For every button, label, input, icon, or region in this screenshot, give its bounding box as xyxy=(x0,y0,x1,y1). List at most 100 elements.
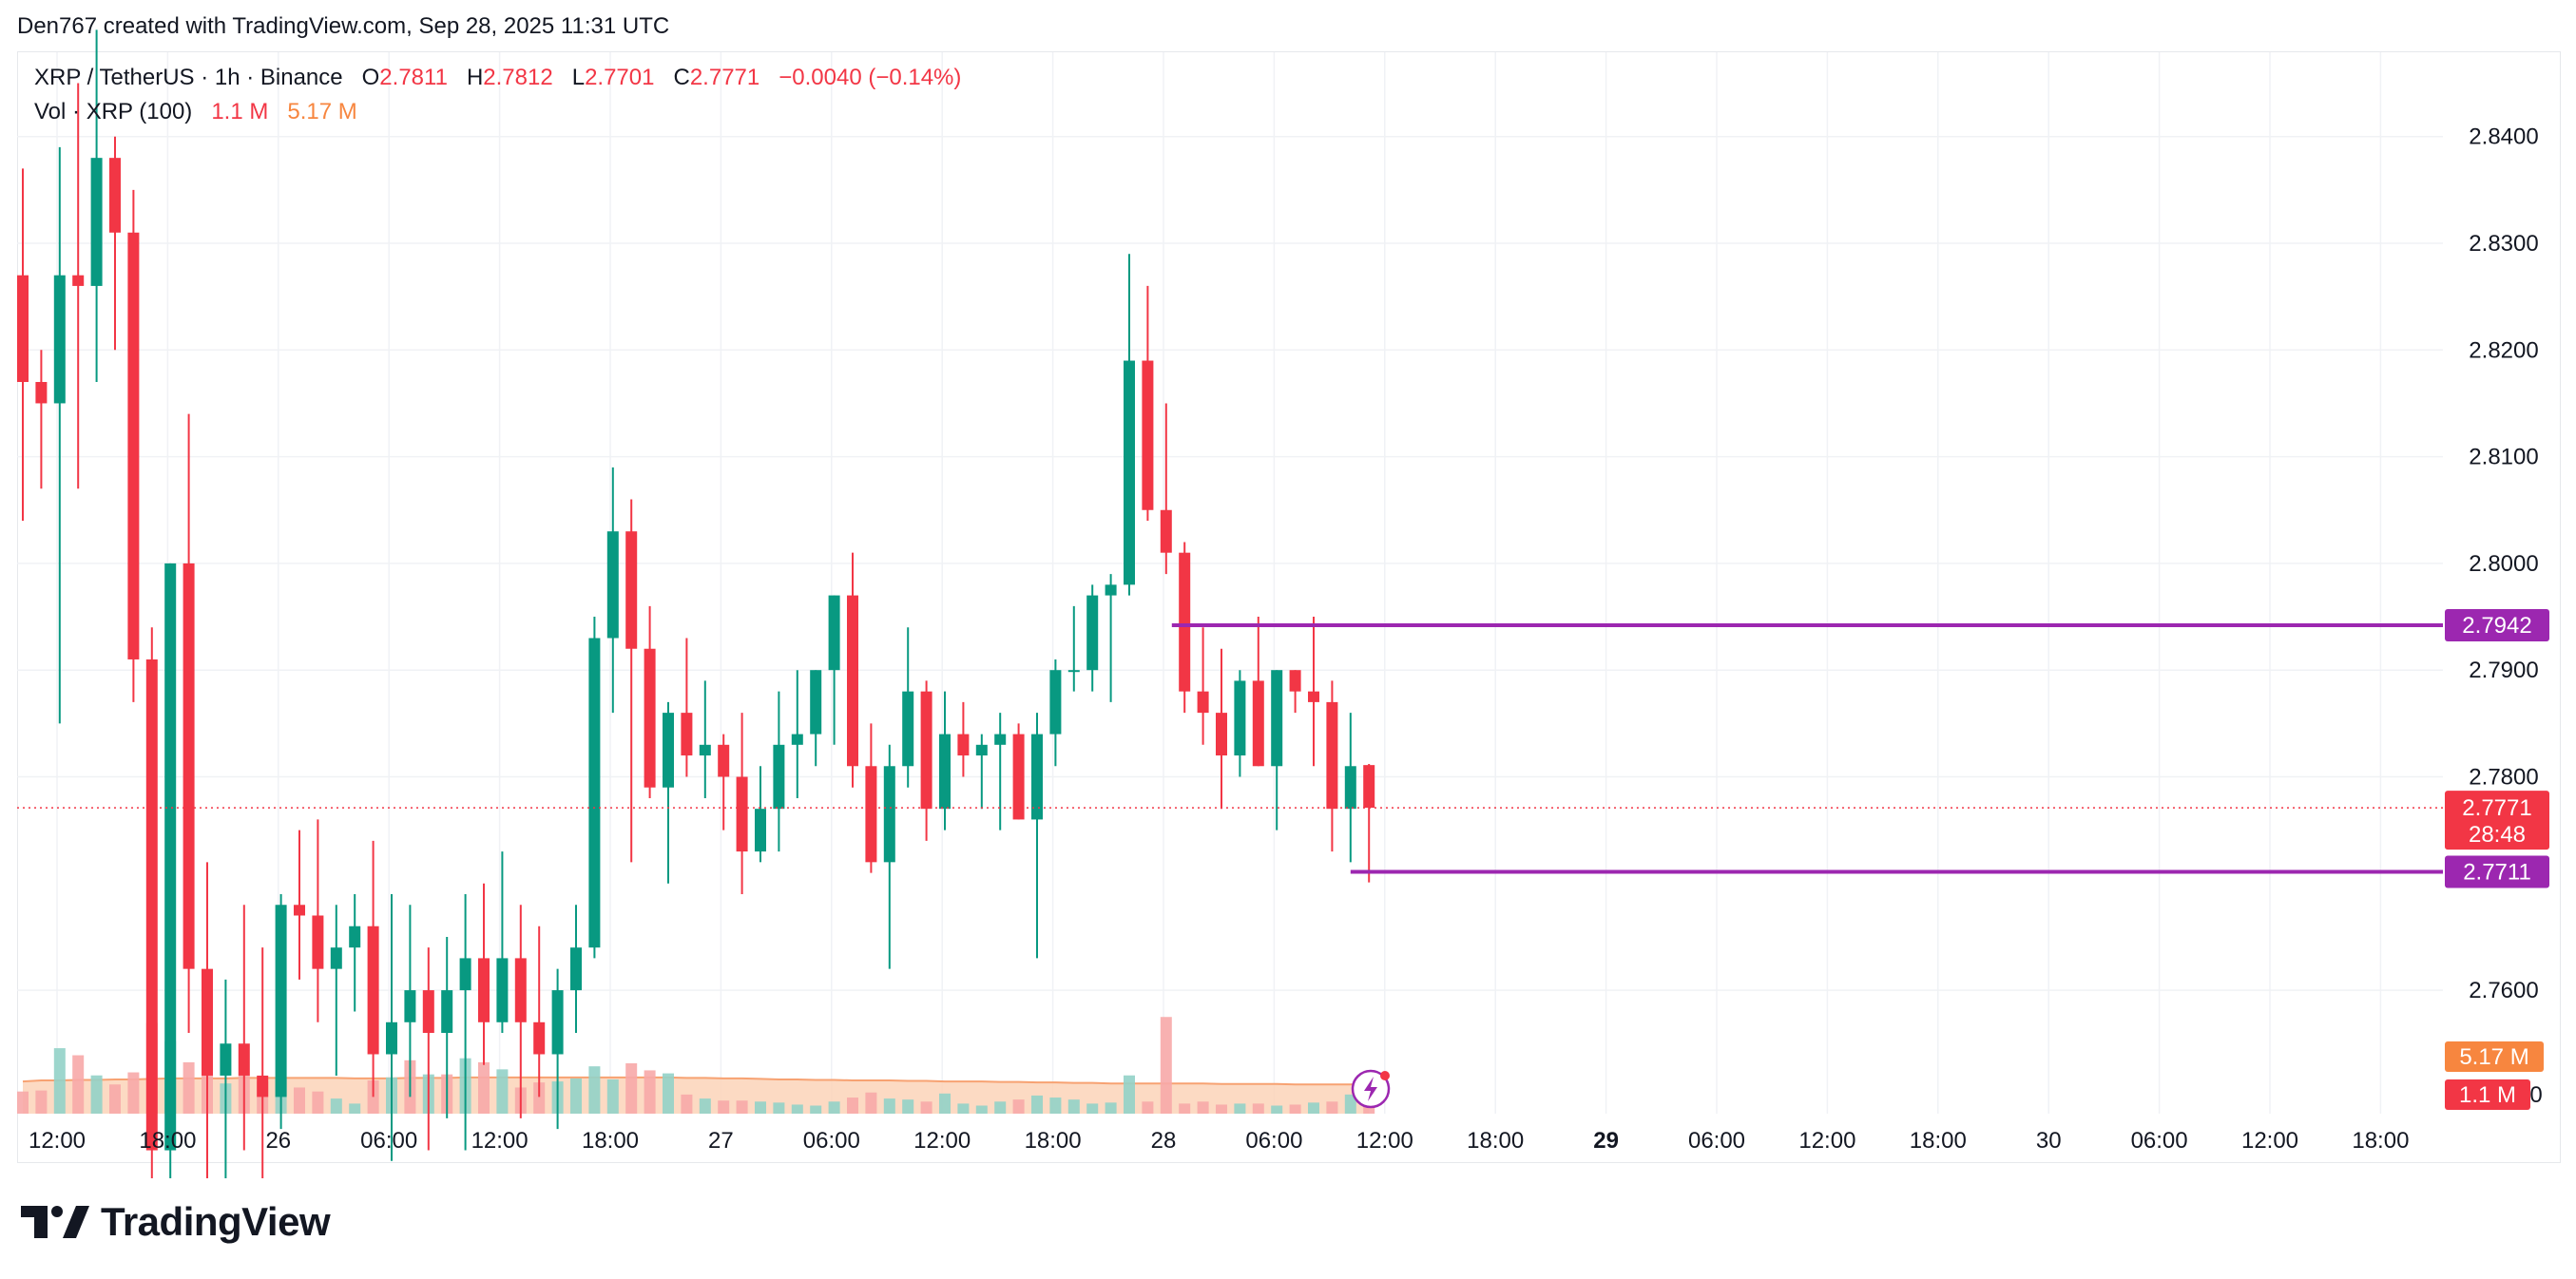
volume-bar xyxy=(330,1098,342,1114)
open-label: O xyxy=(361,65,380,90)
candle-body xyxy=(718,744,730,777)
candle xyxy=(1179,542,1191,714)
horizontal-line-label: 2.7711 xyxy=(2463,859,2531,885)
volume-bar xyxy=(1197,1101,1209,1114)
candle xyxy=(220,979,232,1178)
price-chart[interactable]: 2.8400 2.8300 2.8200 2.8100 2.8000 2.7900 2.78… xyxy=(0,0,2576,1178)
volume-bar xyxy=(1326,1101,1338,1114)
candle xyxy=(736,713,748,895)
candle xyxy=(957,701,970,777)
candle-body xyxy=(533,1021,546,1055)
y-tick-label: 2.8200 xyxy=(2469,337,2538,363)
x-tick-label: 06:00 xyxy=(1688,1128,1745,1154)
volume-ma-value: 5.17 M xyxy=(287,99,357,124)
horizontal-line-tag xyxy=(2445,609,2549,642)
volume-bar xyxy=(625,1063,638,1114)
volume-bar xyxy=(957,1103,970,1114)
candle xyxy=(755,766,766,863)
y-tick-label: 2.8400 xyxy=(2469,124,2538,150)
candle xyxy=(847,552,858,788)
candle-body xyxy=(606,531,619,639)
close-label: C xyxy=(673,65,690,90)
candle xyxy=(1197,627,1209,745)
candle-body xyxy=(1105,584,1117,596)
x-tick-label: 12:00 xyxy=(29,1128,86,1154)
x-tick-label: 12:00 xyxy=(2241,1128,2298,1154)
volume-bar xyxy=(109,1084,121,1114)
horizontal-lines[interactable] xyxy=(17,623,2443,874)
candle-body xyxy=(238,1043,250,1076)
candle xyxy=(1124,254,1135,596)
candle xyxy=(17,168,29,521)
change-value: −0.0040 (−0.14%) xyxy=(779,65,962,90)
volume-bar xyxy=(663,1073,674,1114)
volume-ma-tag-label: 5.17 M xyxy=(2459,1044,2528,1070)
candle xyxy=(349,894,361,1012)
x-tick-label: 18:00 xyxy=(582,1128,639,1154)
volume-bar xyxy=(533,1082,546,1114)
lightning-icon[interactable] xyxy=(1351,1069,1391,1109)
volume-bar xyxy=(183,1061,195,1114)
volume-bar xyxy=(17,1091,29,1114)
candle xyxy=(422,947,434,1151)
y-tick-label: 2.7800 xyxy=(2469,765,2538,791)
candle-body xyxy=(1363,765,1375,809)
volume-bar xyxy=(699,1098,711,1114)
candle xyxy=(1234,670,1246,777)
candle-body xyxy=(386,1021,397,1055)
x-tick-label: 28 xyxy=(1151,1128,1177,1154)
candle xyxy=(939,691,951,830)
candle xyxy=(1289,670,1301,714)
candle xyxy=(1086,584,1099,692)
volume-bar xyxy=(1049,1098,1062,1114)
volume-bar xyxy=(902,1099,914,1114)
volume-bar xyxy=(588,1066,601,1114)
candle xyxy=(588,617,601,959)
volume-value: 1.1 M xyxy=(211,99,269,124)
candle xyxy=(663,701,674,884)
candle xyxy=(478,883,490,1065)
candle-body xyxy=(183,563,195,969)
candle-body xyxy=(588,638,601,948)
candle-body xyxy=(810,670,822,735)
candle-body xyxy=(349,926,361,948)
candle-body xyxy=(459,958,471,991)
y-tick-label: 2.7900 xyxy=(2469,658,2538,683)
candle xyxy=(1326,680,1338,852)
volume-bar xyxy=(1012,1099,1025,1114)
candle-body xyxy=(847,595,858,767)
volume-bar xyxy=(127,1072,140,1114)
volume-bar xyxy=(791,1104,803,1114)
volume-bar xyxy=(1344,1094,1356,1114)
volume-axis-tick: 0 xyxy=(2529,1082,2542,1108)
volume-ma-tag xyxy=(2445,1041,2544,1072)
volume-bar xyxy=(939,1093,951,1114)
axes: 2.8400 2.8300 2.8200 2.8100 2.8000 2.7900 2.78… xyxy=(29,124,2543,1154)
candle xyxy=(441,936,453,1118)
candle-body xyxy=(791,734,803,745)
y-tick-label: 2.8000 xyxy=(2469,551,2538,577)
candle xyxy=(865,723,877,873)
candle-body xyxy=(902,691,914,767)
candle-body xyxy=(994,734,1007,745)
candle xyxy=(404,905,416,1098)
x-tick-label: 06:00 xyxy=(803,1128,860,1154)
volume-bar xyxy=(755,1101,766,1114)
candle xyxy=(791,670,803,798)
volume-bar xyxy=(1308,1102,1319,1114)
candle xyxy=(257,947,269,1178)
candle-body xyxy=(90,158,103,286)
volume-bar xyxy=(847,1098,858,1114)
volume-bar xyxy=(773,1102,785,1114)
candle-body xyxy=(164,563,177,1151)
candle-body xyxy=(367,926,379,1055)
candle-body xyxy=(865,766,877,863)
close-value: 2.7771 xyxy=(689,65,760,90)
candle-body xyxy=(1216,713,1227,756)
candle-body xyxy=(736,776,748,852)
candle xyxy=(1271,670,1283,830)
lightning-icon-dot xyxy=(1380,1071,1390,1080)
candle-body xyxy=(883,766,895,863)
countdown-label: 28:48 xyxy=(2469,822,2526,848)
candle xyxy=(202,862,213,1178)
